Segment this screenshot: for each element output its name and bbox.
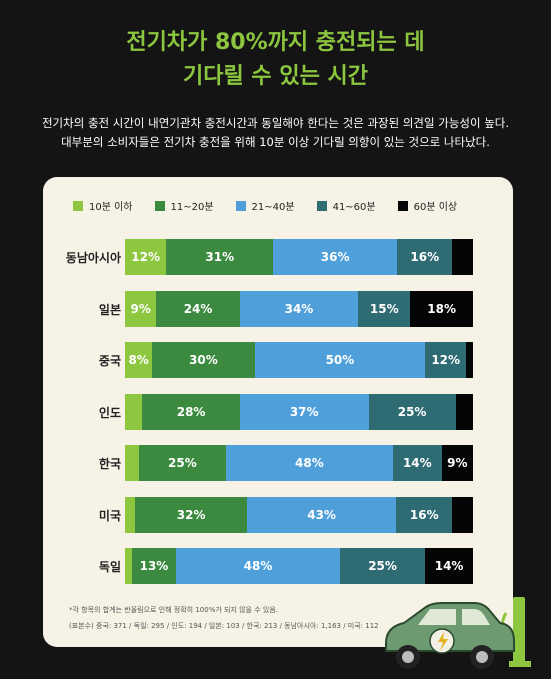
- bar-segment: 37%: [239, 393, 369, 430]
- category-label: 중국: [98, 354, 121, 368]
- bar-segment: 32%: [135, 496, 247, 533]
- category-label: 미국: [98, 508, 121, 523]
- bar-segment: 34%: [239, 290, 359, 327]
- legend-item: 11~20분: [154, 198, 214, 213]
- legend-swatch: [397, 200, 408, 211]
- bar-segment: 16%: [396, 496, 453, 533]
- bar-segment: 50%: [254, 342, 426, 378]
- bar-segment: [452, 496, 473, 533]
- bar-segment: 15%: [358, 290, 411, 327]
- bar-segment: 12%: [425, 342, 467, 378]
- bar-segment: 14%: [425, 548, 473, 584]
- bar-segment: 30%: [152, 342, 255, 378]
- category-label: 동남아시아: [65, 251, 121, 265]
- bar-segment: 36%: [273, 239, 398, 275]
- bar-segment: 12%: [125, 239, 167, 275]
- bar-segment: 9%: [125, 290, 157, 327]
- legend-swatch: [235, 200, 246, 211]
- legend-item: 60분 이상: [397, 198, 458, 213]
- chart-card: 10분 이하 11~20분 21~40분 41~60분 60분 이상 동남아시아 12% 3…: [43, 177, 513, 647]
- legend-label: 11~20분: [170, 202, 214, 213]
- bar-segment: 16%: [397, 239, 453, 275]
- bar-segment: 8%: [125, 342, 153, 378]
- legend-item: 21~40분: [235, 198, 295, 213]
- legend-label: 10분 이하: [89, 202, 133, 213]
- footnote-rounding: *각 항목의 합계는 반올림으로 인해 정확히 100%가 되지 않을 수 있음…: [69, 606, 278, 614]
- legend-swatch: [73, 200, 83, 211]
- legend-swatch: [154, 200, 165, 211]
- bar-segment: 14%: [392, 445, 442, 481]
- legend-item: 10분 이하: [73, 198, 133, 213]
- bar-segment: 18%: [410, 290, 473, 327]
- bar-segment: 43%: [246, 496, 397, 533]
- bar-segment: [125, 496, 136, 533]
- category-label: 한국: [98, 457, 121, 471]
- bar-segment: [125, 548, 132, 584]
- category-label: 독일: [98, 560, 121, 574]
- electric-car-charging-icon: [378, 585, 548, 679]
- legend-label: 41~60분: [332, 202, 376, 213]
- legend-label: 60분 이상: [413, 202, 458, 213]
- legend-item: 41~60분: [316, 198, 376, 213]
- description-line2: 대부분의 소비자들은 전기차 충전을 위해 10분 이상 기다릴 의향이 있는 …: [61, 135, 490, 149]
- chart-legend: 10분 이하 11~20분 21~40분 41~60분 60분 이상: [73, 198, 457, 213]
- legend-label: 21~40분: [251, 202, 295, 213]
- chart-title-line2: 기다릴 수 있는 시간: [183, 64, 368, 89]
- bar-segment: [455, 393, 473, 430]
- bar-segment: [125, 393, 143, 430]
- bar-segment: [125, 445, 139, 481]
- chart-title-line1: 전기차가 80%까지 충전되는 데: [126, 30, 425, 55]
- category-label: 인도: [98, 405, 121, 420]
- bar-segment: [466, 342, 473, 378]
- footnote-sample-size: (표본수) 중국: 371 / 독일: 295 / 인도: 194 / 일본: …: [69, 622, 379, 630]
- bar-segment: 25%: [368, 393, 456, 430]
- bar-segment: 31%: [166, 239, 274, 275]
- bar-segment: [452, 239, 473, 275]
- bar-segment: 25%: [138, 445, 226, 481]
- description-line1: 전기차의 충전 시간이 내연기관차 충전시간과 동일해야 한다는 것은 과장된 …: [41, 116, 510, 130]
- bar-segment: 13%: [131, 548, 177, 584]
- bar-segment: 28%: [142, 393, 240, 430]
- bar-segment: 48%: [225, 445, 393, 481]
- bar-segment: 24%: [156, 290, 240, 327]
- bar-segment: 25%: [339, 548, 426, 584]
- bar-segment: 48%: [176, 548, 340, 584]
- bar-segment: 9%: [441, 445, 473, 481]
- category-label: 일본: [98, 302, 121, 317]
- legend-swatch: [316, 200, 327, 211]
